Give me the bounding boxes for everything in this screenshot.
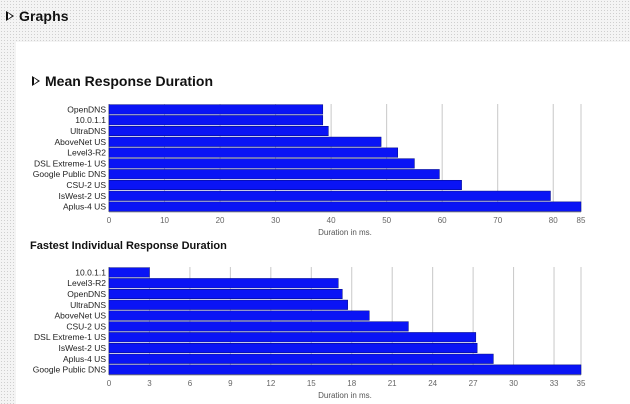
chart1-tick-label: 30 (271, 216, 280, 225)
chart1-bar (108, 115, 324, 126)
chart1-title-text: Mean Response Duration (45, 73, 214, 89)
triangle-right-icon (6, 11, 14, 21)
chart1-bar (108, 201, 582, 212)
page-title: Graphs (6, 8, 69, 24)
chart1-bar (108, 147, 399, 158)
chart2-title: Fastest Individual Response Duration (30, 240, 227, 252)
chart2-tick-label: 30 (509, 379, 518, 388)
chart2-bar (108, 332, 477, 343)
chart2-category-label: IsWest-2 US (58, 343, 106, 353)
chart2-bar (108, 288, 343, 300)
chart2-category-label: 10.0.1.1 (75, 267, 106, 277)
chart1-bar (108, 136, 382, 147)
chart1-bar (108, 158, 415, 169)
chart1-category-label: Level3-R2 (67, 148, 106, 158)
chart1-category-label: Aplus-4 US (63, 202, 106, 212)
chart1-bar (108, 179, 462, 191)
chart2-category-label: DSL Extreme-1 US (34, 332, 106, 342)
chart2-tick-label: 33 (550, 379, 559, 388)
chart2-category-label: OpenDNS (67, 289, 106, 299)
page-title-text: Graphs (19, 8, 69, 24)
chart1-tick-label: 0 (107, 216, 112, 225)
chart2-category-label: CSU-2 US (66, 321, 106, 331)
chart2-bar (108, 299, 348, 310)
chart2-tick-label: 24 (428, 379, 437, 388)
chart2-bar (108, 342, 478, 354)
chart1-tick-label: 85 (577, 216, 586, 225)
chart1-category-label: IsWest-2 US (58, 191, 106, 201)
chart1-category-label: Google Public DNS (33, 169, 107, 179)
chart2-tick-label: 21 (388, 379, 397, 388)
chart2-bar (108, 353, 494, 364)
chart2-tick-label: 12 (266, 379, 275, 388)
chart2-bar (108, 278, 339, 289)
chart1-category-label: OpenDNS (67, 104, 106, 114)
chart1-bar (108, 190, 551, 201)
chart2-category-label: Google Public DNS (33, 365, 107, 375)
chart2-bar (108, 310, 370, 321)
chart2-tick-label: 35 (577, 379, 586, 388)
chart1-tick-label: 70 (493, 216, 502, 225)
chart2-tick-label: 0 (107, 379, 112, 388)
chart1-tick-label: 50 (382, 216, 391, 225)
chart2-bar (108, 364, 582, 375)
chart1-category-label: 10.0.1.1 (75, 115, 106, 125)
chart1-tick-label: 10 (160, 216, 169, 225)
chart1-tick-label: 60 (438, 216, 447, 225)
chart2-x-axis-title: Duration in ms. (318, 391, 372, 400)
chart1-bar (108, 104, 324, 115)
chart2-tick-label: 18 (347, 379, 356, 388)
triangle-right-icon (32, 76, 40, 86)
chart2-tick-label: 9 (228, 379, 233, 388)
chart1-tick-label: 40 (327, 216, 336, 225)
chart1-category-label: AboveNet US (55, 137, 107, 147)
chart1-tick-label: 20 (216, 216, 225, 225)
chart2-category-label: AboveNet US (55, 311, 107, 321)
chart1-category-label: CSU-2 US (66, 180, 106, 190)
chart2-category-label: Aplus-4 US (63, 354, 106, 364)
chart1-tick-label: 80 (549, 216, 558, 225)
chart2-bar (108, 267, 150, 278)
chart2-tick-label: 15 (307, 379, 316, 388)
chart1-bar (108, 125, 329, 137)
chart2-tick-label: 6 (188, 379, 193, 388)
chart1-category-label: UltraDNS (70, 126, 106, 136)
chart1-bar (108, 169, 440, 180)
chart2-category-label: UltraDNS (70, 300, 106, 310)
chart2-bar (108, 321, 409, 332)
chart1-title: Mean Response Duration (32, 73, 213, 89)
chart1-x-axis-title: Duration in ms. (318, 228, 372, 237)
chart2-category-label: Level3-R2 (67, 278, 106, 288)
chart2-tick-label: 27 (469, 379, 478, 388)
chart2-tick-label: 3 (147, 379, 152, 388)
chart1-category-label: DSL Extreme-1 US (34, 158, 106, 168)
